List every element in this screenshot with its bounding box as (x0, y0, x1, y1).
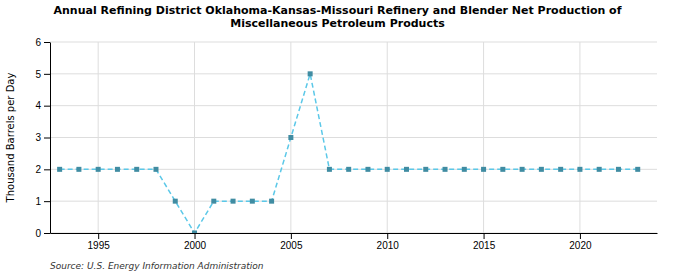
line (60, 74, 638, 233)
marker (211, 199, 216, 204)
grid-line-y (50, 73, 657, 74)
marker (57, 167, 62, 172)
marker (96, 167, 101, 172)
title: Annual Refining District Oklahoma-Kansas… (54, 4, 622, 30)
x-tick: 1995 (88, 233, 111, 251)
marker (616, 167, 621, 172)
y-tick-label: 4 (35, 100, 41, 111)
y-tick-mark (44, 138, 50, 139)
marker (481, 167, 486, 172)
y-tick: 6 (35, 37, 50, 48)
marker (173, 199, 178, 204)
x-tick-mark (387, 233, 388, 239)
marker (308, 71, 313, 76)
y-tick: 3 (35, 132, 50, 143)
y-tick-label: 2 (35, 164, 41, 175)
y-tick: 5 (35, 69, 50, 80)
x-tick: 2000 (184, 233, 207, 251)
y-tick-mark (44, 169, 50, 170)
y-tick-label: 5 (35, 69, 41, 80)
x-tick: 2005 (280, 233, 303, 251)
x-tick-label: 2010 (377, 240, 400, 251)
y-tick-label: 0 (35, 228, 41, 239)
marker (269, 199, 274, 204)
y-tick-label: 1 (35, 196, 41, 207)
marker (597, 167, 602, 172)
y-axis-label: Thousand Barrels per Day (5, 73, 16, 204)
marker (423, 167, 428, 172)
grid-line-y (50, 42, 657, 43)
x-axis: 1995 2000 2005 2010 2015 2020 (51, 233, 658, 251)
x-tick-mark (291, 233, 292, 239)
marker (404, 167, 409, 172)
y-tick: 2 (35, 164, 50, 175)
x-tick-label: 2005 (280, 240, 303, 251)
x-tick-label: 1995 (88, 240, 111, 251)
x-axis-line (51, 233, 658, 234)
marker (635, 167, 640, 172)
x-tick-mark (484, 233, 485, 239)
y-tick-mark (44, 106, 50, 107)
y-axis-line (50, 43, 51, 234)
marker (134, 167, 139, 172)
x-tick-mark (195, 233, 196, 239)
x-tick: 2010 (377, 233, 400, 251)
marker (558, 167, 563, 172)
grid-line-y (50, 137, 657, 138)
x-tick: 2020 (569, 233, 592, 251)
y-tick: 4 (35, 100, 50, 111)
marker (520, 167, 525, 172)
grid-line-x (387, 42, 388, 233)
y-tick-label: 6 (35, 37, 41, 48)
title-line: Miscellaneous Petroleum Products (230, 17, 445, 30)
grid-line-y (50, 201, 657, 202)
marker (462, 167, 467, 172)
x-tick-label: 2000 (184, 240, 207, 251)
marker (231, 199, 236, 204)
grid-line-x (579, 42, 580, 233)
x-tick-mark (98, 233, 99, 239)
x-tick: 2015 (473, 233, 496, 251)
marker (365, 167, 370, 172)
y-tick-mark (44, 42, 50, 43)
marker (327, 167, 332, 172)
grid-line-x (194, 42, 195, 233)
marker (539, 167, 544, 172)
title-line: Annual Refining District Oklahoma-Kansas… (54, 4, 622, 17)
grid-line-y (50, 233, 657, 234)
marker (385, 167, 390, 172)
marker (250, 199, 255, 204)
marker (153, 167, 158, 172)
grid-line-x (483, 42, 484, 233)
chart: 1995 2000 2005 2010 2015 2020 0 1 2 3 4 5 6 Annual Re… (0, 0, 675, 275)
marker (443, 167, 448, 172)
y-tick: 1 (35, 196, 50, 207)
x-tick-label: 2020 (569, 240, 592, 251)
y-tick: 0 (35, 228, 50, 239)
y-tick-mark (44, 74, 50, 75)
source: Source: U.S. Energy Information Administ… (50, 261, 264, 271)
y-axis: 0 1 2 3 4 5 6 (35, 37, 50, 239)
y-tick-mark (44, 201, 50, 202)
x-tick-label: 2015 (473, 240, 496, 251)
grid-line-x (98, 42, 99, 233)
y-tick-mark (44, 233, 50, 234)
grid (50, 42, 657, 233)
marker (288, 135, 293, 140)
marker (76, 167, 81, 172)
plot-area: 1995 2000 2005 2010 2015 2020 0 1 2 3 4 5 6 (35, 37, 657, 251)
grid-line-y (50, 105, 657, 106)
series (57, 71, 640, 233)
marker (500, 167, 505, 172)
marker (577, 167, 582, 172)
marker (115, 167, 120, 172)
marker (192, 231, 197, 234)
marker (346, 167, 351, 172)
x-tick-mark (580, 233, 581, 239)
y-tick-label: 3 (35, 132, 41, 143)
